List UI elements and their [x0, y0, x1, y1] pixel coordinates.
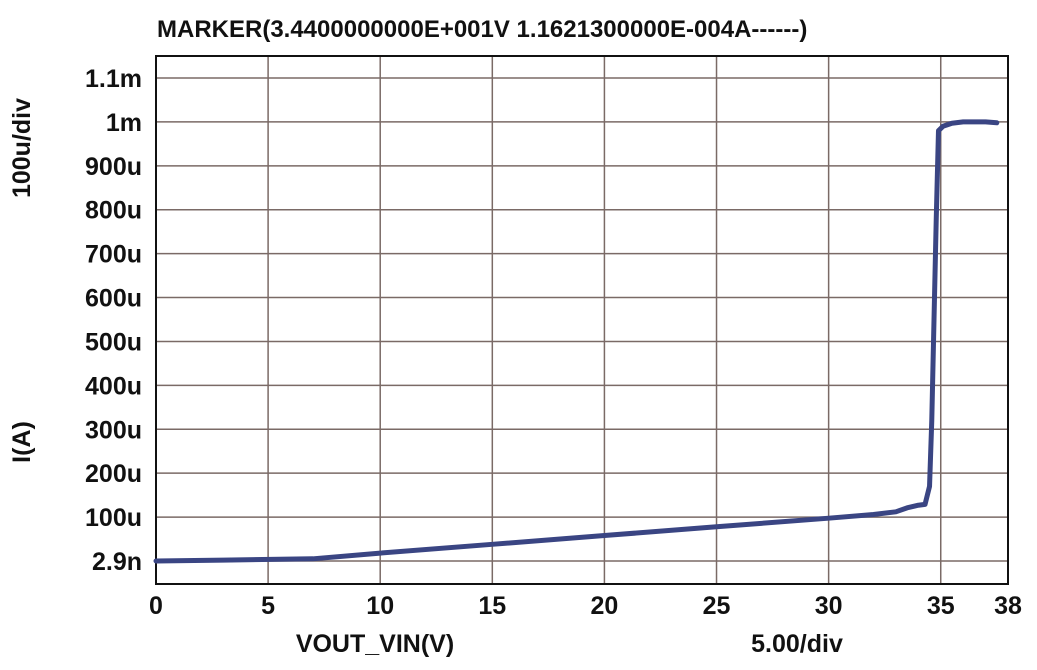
- y-tick-label: 1m: [106, 109, 142, 137]
- y-tick-label: 700u: [85, 241, 142, 269]
- y-div-label: 100u/div: [8, 98, 36, 198]
- x-tick-label: 10: [366, 592, 394, 620]
- y-tick-label: 500u: [85, 328, 142, 356]
- y-axis-label: I(A): [8, 421, 36, 463]
- x-tick-label: 30: [815, 592, 843, 620]
- x-div-label: 5.00/div: [751, 630, 843, 658]
- x-tick-label: 25: [703, 592, 731, 620]
- x-axis-label: VOUT_VIN(V): [296, 630, 454, 658]
- y-tick-label: 200u: [85, 460, 142, 488]
- y-tick-label: 1.1m: [85, 65, 142, 93]
- series-line: [153, 119, 1000, 564]
- x-tick-label: 15: [478, 592, 506, 620]
- y-tick-label: 100u: [85, 504, 142, 532]
- y-tick-label: 400u: [85, 372, 142, 400]
- y-tick-label: 300u: [85, 416, 142, 444]
- y-tick-label: 2.9n: [92, 548, 142, 576]
- x-tick-label: 20: [591, 592, 619, 620]
- x-tick-label: 35: [927, 592, 955, 620]
- grid: [156, 56, 1008, 584]
- y-tick-label: 600u: [85, 285, 142, 313]
- x-tick-label: 5: [261, 592, 275, 620]
- y-tick-labels: 2.9n 100u 200u 300u 400u 500u 600u 700u 800u 900u…: [85, 65, 142, 576]
- x-tick-label: 38: [994, 592, 1022, 620]
- chart-title: MARKER(3.4400000000E+001V 1.1621300000E-…: [157, 16, 807, 43]
- y-tick-label: 800u: [85, 197, 142, 225]
- x-tick-labels: 0 5 10 15 20 25 30 35 38: [149, 592, 1022, 620]
- plot-area-border: [155, 55, 1009, 585]
- x-tick-label: 0: [149, 592, 163, 620]
- y-tick-label: 900u: [85, 153, 142, 181]
